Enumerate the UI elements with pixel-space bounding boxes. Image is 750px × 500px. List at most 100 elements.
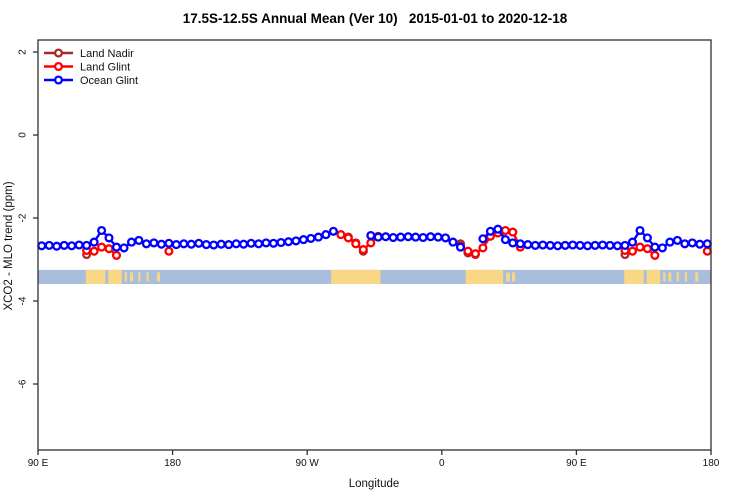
data-point (433, 232, 443, 242)
data-point (283, 237, 294, 247)
land-patch (85, 269, 106, 285)
data-point (530, 240, 540, 250)
data-point (313, 232, 323, 242)
land-patch (624, 269, 644, 285)
data-point (702, 246, 712, 256)
data-point (291, 236, 301, 246)
data-point (231, 239, 241, 249)
data-point (224, 240, 234, 250)
land-speckle (684, 272, 688, 282)
data-point (201, 240, 211, 250)
data-point (164, 238, 174, 248)
data-point (500, 225, 510, 236)
data-point (104, 244, 114, 254)
land-speckle (695, 272, 699, 282)
data-point (448, 237, 458, 247)
data-point (538, 240, 548, 250)
data-point (194, 238, 204, 248)
x-tick-label: 90 E (566, 458, 587, 469)
data-point (268, 238, 279, 248)
data-point (134, 235, 144, 245)
data-point (635, 242, 645, 252)
data-point (246, 238, 256, 248)
data-point (650, 242, 660, 252)
chart-title: 17.5S-12.5S Annual Mean (Ver 10) 2015-01… (182, 11, 568, 26)
legend-marker (53, 75, 64, 85)
series-ocean-glint (37, 224, 712, 253)
data-point (366, 238, 376, 248)
data-point (111, 250, 122, 260)
x-tick-label: 90 W (296, 458, 320, 469)
land-patch (465, 269, 504, 285)
data-point (612, 241, 623, 251)
land-patch (646, 269, 661, 285)
data-point (298, 235, 309, 245)
data-point (67, 241, 77, 251)
legend-label: Land Nadir (80, 48, 134, 60)
data-point (583, 241, 593, 251)
data-point (403, 232, 413, 242)
data-point (216, 239, 226, 249)
data-point (455, 242, 466, 252)
data-point (418, 232, 428, 243)
data-point (650, 250, 660, 260)
y-tick-label: -6 (18, 379, 29, 388)
data-point (523, 240, 533, 250)
data-point (478, 243, 488, 253)
data-point (366, 230, 376, 241)
land-speckle (146, 272, 149, 282)
data-point (672, 235, 682, 245)
data-point (254, 239, 264, 249)
data-point (179, 239, 189, 249)
land-speckle (506, 272, 510, 282)
data-point (343, 233, 353, 243)
data-point (89, 246, 99, 256)
data-point (411, 232, 421, 242)
data-point (553, 241, 563, 251)
data-point (680, 239, 690, 249)
data-point (156, 239, 166, 249)
data-point (635, 225, 645, 236)
map-strip (38, 269, 711, 285)
data-point (164, 246, 174, 256)
data-point (426, 232, 436, 242)
data-point (126, 237, 137, 247)
data-point (328, 226, 338, 236)
data-point (381, 232, 391, 242)
land-speckle (512, 272, 516, 282)
y-axis-title: XCO2 - MLO trend (ppm) (3, 181, 15, 310)
data-point (665, 237, 675, 247)
data-point (239, 239, 249, 249)
data-point (111, 242, 122, 252)
data-point (351, 239, 361, 249)
legend-item-ocean-glint: Ocean Glint (44, 75, 138, 87)
data-point (642, 244, 652, 254)
data-point (321, 230, 331, 240)
land-speckle (668, 272, 672, 282)
data-point (545, 240, 555, 250)
plot-border (37, 39, 712, 451)
data-point (478, 234, 488, 244)
data-point (89, 237, 99, 247)
data-point (186, 239, 196, 249)
data-point (620, 240, 630, 250)
data-point (52, 241, 62, 251)
land-speckle (156, 272, 160, 282)
x-axis-title: Longitude (349, 478, 400, 490)
data-point (515, 239, 525, 249)
land-speckle (124, 272, 127, 282)
legend-label: Ocean Glint (80, 75, 138, 87)
data-point (575, 240, 585, 250)
x-tick-label: 180 (164, 458, 181, 469)
data-point (590, 240, 600, 250)
data-point (74, 240, 84, 250)
data-point (396, 232, 406, 242)
data-point (149, 238, 159, 248)
land-speckle (138, 272, 141, 282)
data-point (209, 240, 219, 250)
land-patch (331, 269, 381, 285)
data-point (485, 226, 495, 236)
